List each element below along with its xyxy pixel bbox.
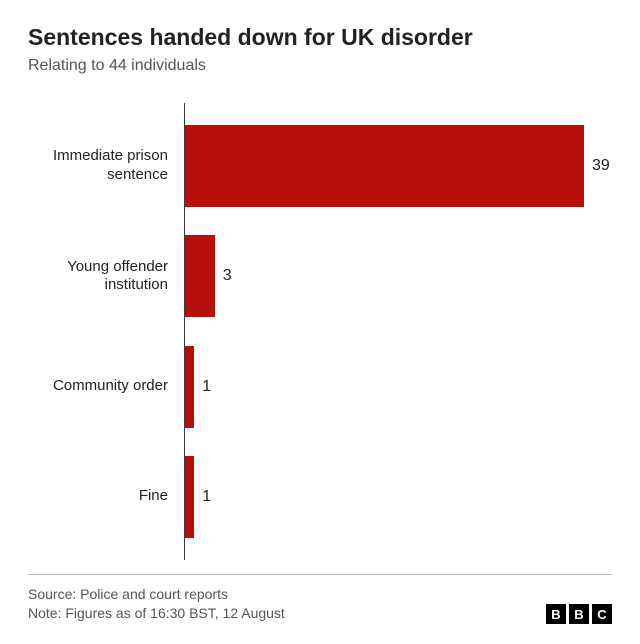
chart-row: Young offenderinstitution 3	[28, 235, 612, 317]
footer-text: Source: Police and court reports Note: F…	[28, 585, 285, 624]
chart-row: Community order 1	[28, 346, 612, 428]
bar	[184, 235, 215, 317]
logo-letter: B	[569, 604, 589, 624]
footer-divider	[28, 574, 612, 575]
bar-wrap: 39	[184, 125, 612, 207]
category-label: Fine	[28, 487, 176, 506]
bbc-logo: BBC	[546, 604, 612, 624]
chart-row: Immediate prisonsentence 39	[28, 125, 612, 207]
chart-footer: Source: Police and court reports Note: F…	[28, 585, 612, 624]
chart-subtitle: Relating to 44 individuals	[28, 57, 612, 75]
source-line: Source: Police and court reports	[28, 585, 285, 605]
category-label: Immediate prisonsentence	[28, 147, 176, 185]
value-label: 39	[592, 157, 610, 175]
y-axis-line	[184, 103, 185, 560]
note-line: Note: Figures as of 16:30 BST, 12 August	[28, 604, 285, 624]
chart-title: Sentences handed down for UK disorder	[28, 24, 612, 51]
bar-chart: Immediate prisonsentence 39 Young offender…	[28, 103, 612, 560]
bar	[184, 125, 584, 207]
category-label: Community order	[28, 377, 176, 396]
chart-row: Fine 1	[28, 456, 612, 538]
bar	[184, 456, 194, 538]
bar-wrap: 1	[184, 346, 612, 428]
chart-rows: Immediate prisonsentence 39 Young offender…	[28, 103, 612, 560]
bar-wrap: 1	[184, 456, 612, 538]
value-label: 1	[202, 378, 211, 396]
value-label: 1	[202, 488, 211, 506]
bar-wrap: 3	[184, 235, 612, 317]
category-label: Young offenderinstitution	[28, 258, 176, 296]
logo-letter: C	[592, 604, 612, 624]
bar	[184, 346, 194, 428]
logo-letter: B	[546, 604, 566, 624]
value-label: 3	[223, 267, 232, 285]
